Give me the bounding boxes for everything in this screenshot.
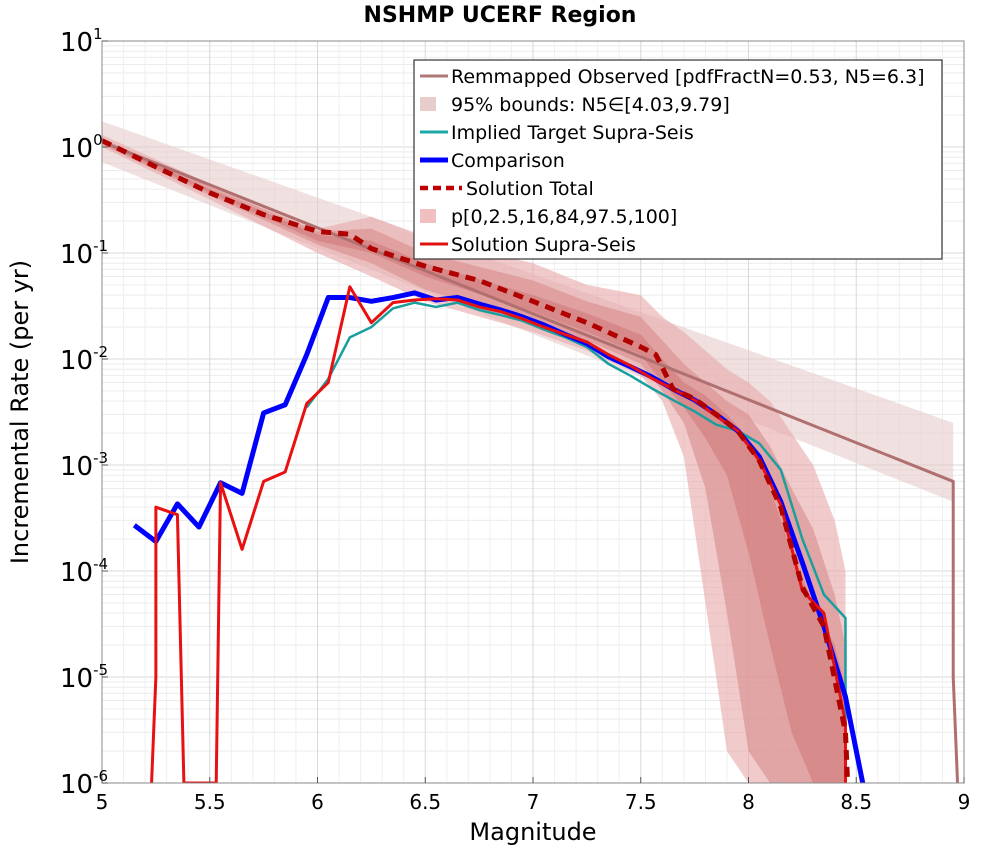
x-tick-label: 8.5 (840, 790, 872, 814)
series-line-3 (150, 285, 847, 783)
legend: Remmapped Observed [pdfFractN=0.53, N5=6… (413, 59, 943, 260)
legend-label: Comparison (451, 150, 565, 172)
x-tick-label: 5 (96, 790, 109, 814)
y-axis-label: Incremental Rate (per yr) (6, 260, 34, 564)
x-tick-label: 9 (958, 790, 971, 814)
legend-swatch (420, 97, 436, 111)
x-axis-label: Magnitude (469, 818, 596, 846)
chart-title: NSHMP UCERF Region (364, 3, 637, 28)
legend-label: Implied Target Supra-Seis (451, 122, 694, 144)
y-tick-label: 101 (60, 25, 103, 58)
legend-label: Solution Supra-Seis (451, 234, 636, 256)
x-tick-label: 7 (527, 790, 540, 814)
legend-box (413, 59, 943, 260)
y-axis-ticks: 101 100 10-1 10-2 10-3 10-4 10-5 10-6 (60, 25, 108, 800)
y-tick-label: 10-5 (60, 661, 108, 694)
x-tick-label: 8 (742, 790, 755, 814)
legend-label: Solution Total (466, 178, 594, 200)
x-axis-ticks: 5 5.5 6 6.5 7 7.5 8 8.5 9 (96, 777, 971, 814)
y-tick-label: 10-4 (60, 555, 108, 588)
y-tick-label: 10-2 (60, 343, 108, 376)
legend-swatch (420, 209, 436, 223)
legend-label: p[0,2.5,16,84,97.5,100] (451, 206, 677, 228)
series-line-1 (305, 301, 847, 783)
y-tick-label: 10-6 (60, 767, 108, 800)
series-line-4 (102, 138, 851, 783)
x-tick-label: 6.5 (409, 790, 441, 814)
band-2 (102, 138, 846, 783)
legend-label: Remmapped Observed [pdfFractN=0.53, N5=6… (451, 66, 925, 88)
series-lines (102, 138, 960, 783)
x-tick-label: 7.5 (625, 790, 657, 814)
y-tick-label: 10-3 (60, 449, 108, 482)
y-tick-label: 100 (60, 131, 103, 164)
series-line-0 (102, 140, 960, 783)
x-tick-label: 6 (311, 790, 324, 814)
x-tick-label: 5.5 (194, 790, 226, 814)
legend-label: 95% bounds: N5∈[4.03,9.79] (451, 94, 730, 116)
y-tick-label: 10-1 (60, 237, 108, 270)
